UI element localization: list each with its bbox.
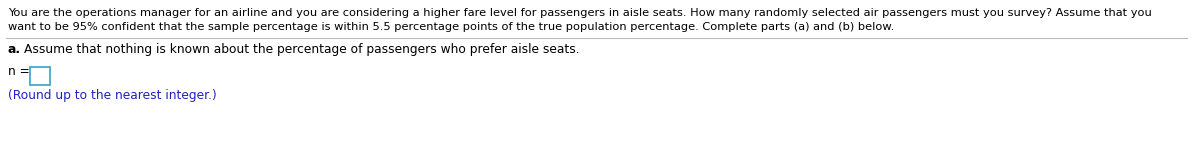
FancyBboxPatch shape <box>30 67 50 85</box>
Text: a.: a. <box>8 43 21 56</box>
Text: You are the operations manager for an airline and you are considering a higher f: You are the operations manager for an ai… <box>8 8 1151 18</box>
Text: Assume that nothing is known about the percentage of passengers who prefer aisle: Assume that nothing is known about the p… <box>24 43 580 56</box>
Text: n =: n = <box>8 65 30 78</box>
Text: (Round up to the nearest integer.): (Round up to the nearest integer.) <box>8 89 217 102</box>
Text: want to be 95% confident that the sample percentage is within 5.5 percentage poi: want to be 95% confident that the sample… <box>8 22 895 32</box>
